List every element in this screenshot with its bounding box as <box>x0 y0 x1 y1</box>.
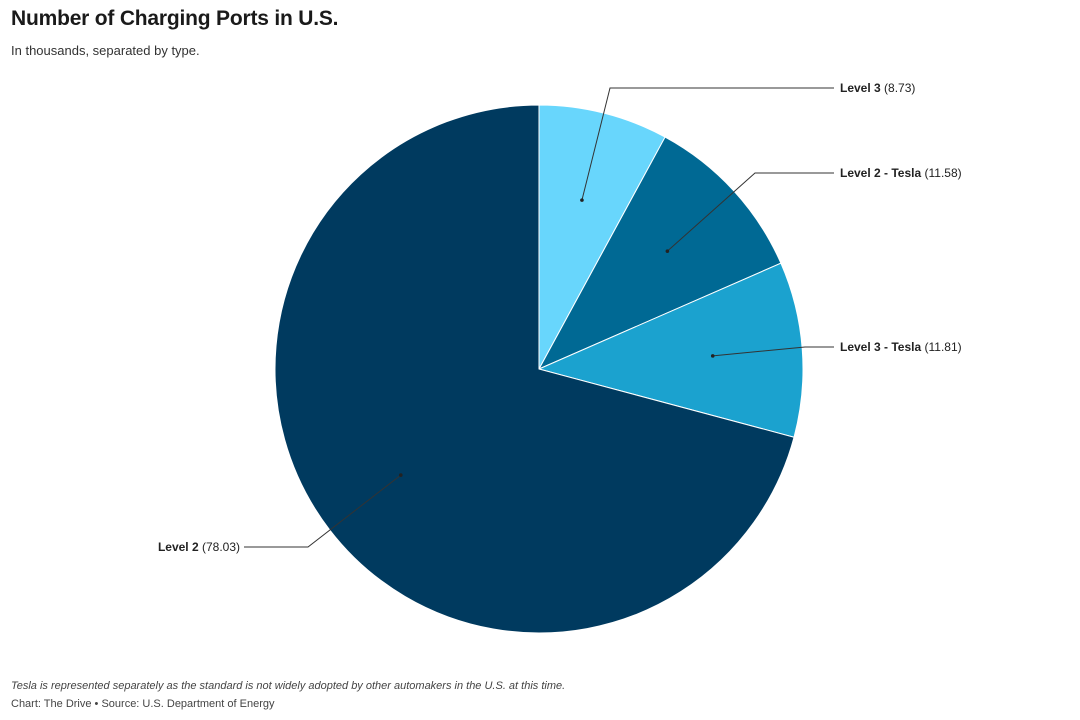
slice-label-level-3: Level 3 (8.73) <box>840 81 915 95</box>
slice-label-level-2: Level 2 (78.03) <box>158 540 240 554</box>
label-leader-lines <box>244 87 834 548</box>
slice-label-level-3-tesla: Level 3 - Tesla (11.81) <box>840 340 962 354</box>
leader-dot-level-2 <box>398 473 403 477</box>
leader-line-level-2-tesla <box>667 172 834 252</box>
leader-dot-level-2-tesla <box>665 249 670 253</box>
pie-slice-level-2-tesla <box>537 136 782 371</box>
pie-slice-level-3-tesla <box>537 262 804 438</box>
pie-slices <box>274 104 804 634</box>
slice-label-level-2-tesla: Level 2 - Tesla (11.58) <box>840 166 962 180</box>
leader-line-level-3-tesla <box>712 346 834 357</box>
chart-subtitle: In thousands, separated by type. <box>11 43 200 58</box>
source-credit: Chart: The Drive • Source: U.S. Departme… <box>11 698 275 710</box>
footnote: Tesla is represented separately as the s… <box>11 680 566 692</box>
leader-line-level-3 <box>581 87 834 201</box>
slice-labels: Level 3 (8.73) Level 2 - Tesla (11.58) Lev… <box>158 81 962 554</box>
chart-title: Number of Charging Ports in U.S. <box>11 7 339 30</box>
leader-dot-level-3 <box>580 198 584 202</box>
leader-line-level-2 <box>244 474 402 548</box>
leader-dot-level-3-tesla <box>710 354 715 358</box>
